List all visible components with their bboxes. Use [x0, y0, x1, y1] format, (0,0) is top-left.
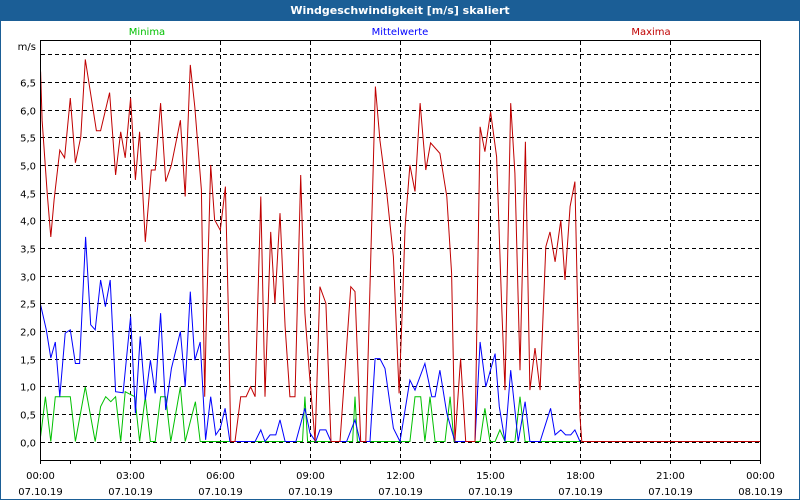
y-axis-unit: m/s: [18, 42, 36, 53]
y-tick-label: 1,0: [20, 383, 36, 394]
window-title: Windgeschwindigkeit [m/s] skaliert: [1, 1, 799, 21]
x-tick-date: 07.10.19: [468, 487, 513, 498]
x-tick-time: 15:00: [476, 471, 505, 482]
plot-frame: [40, 40, 761, 461]
series-line-minima: [40, 386, 580, 442]
series-lines: [40, 59, 760, 444]
legend-mittelwerte: Mittelwerte: [372, 27, 429, 38]
x-tick-date: 07.10.19: [288, 487, 333, 498]
y-tick-label: 1,5: [20, 356, 36, 367]
legend-minima: Minima: [129, 27, 165, 38]
x-tick-time: 00:00: [746, 471, 775, 482]
x-tick-time: 18:00: [566, 471, 595, 482]
y-tick-label: 2,5: [20, 300, 36, 311]
x-tick-date: 08.10.19: [738, 487, 783, 498]
legend-maxima: Maxima: [631, 27, 670, 38]
y-tick-label: 0,5: [20, 411, 36, 422]
x-tick-date: 07.10.19: [558, 487, 603, 498]
y-tick-label: 6,0: [20, 107, 36, 118]
y-tick-label: 3,5: [20, 245, 36, 256]
x-tick-date: 07.10.19: [198, 487, 243, 498]
y-tick-label: 0,0: [20, 439, 36, 450]
x-tick-time: 12:00: [386, 471, 415, 482]
y-tick-label: 4,0: [20, 217, 36, 228]
x-tick-time: 06:00: [206, 471, 235, 482]
grid: [41, 41, 760, 460]
series-line-maxima: [40, 59, 760, 442]
x-tick-date: 07.10.19: [108, 487, 153, 498]
y-tick-label: 5,5: [20, 134, 36, 145]
x-tick-time: 03:00: [116, 471, 145, 482]
y-tick-label: 2,0: [20, 328, 36, 339]
x-tick-time: 21:00: [656, 471, 685, 482]
x-tick-time: 09:00: [296, 471, 325, 482]
x-tick-date: 07.10.19: [378, 487, 423, 498]
axes: 0,0 0,5 1,0 1,5 2,0 2,5 3,0 3,5 4,0 4,5 5,0 5,5 6,0 6…: [18, 42, 783, 498]
legend: Minima Mittelwerte Maxima: [129, 27, 671, 38]
x-tick-time: 00:00: [26, 471, 55, 482]
series-line-mittelwerte: [40, 236, 581, 444]
x-tick-date: 07.10.19: [648, 487, 693, 498]
x-tick-date: 07.10.19: [18, 487, 63, 498]
y-tick-label: 6,5: [20, 79, 36, 90]
y-tick-label: 3,0: [20, 273, 36, 284]
y-tick-label: 4,5: [20, 190, 36, 201]
y-tick-label: 5,0: [20, 162, 36, 173]
